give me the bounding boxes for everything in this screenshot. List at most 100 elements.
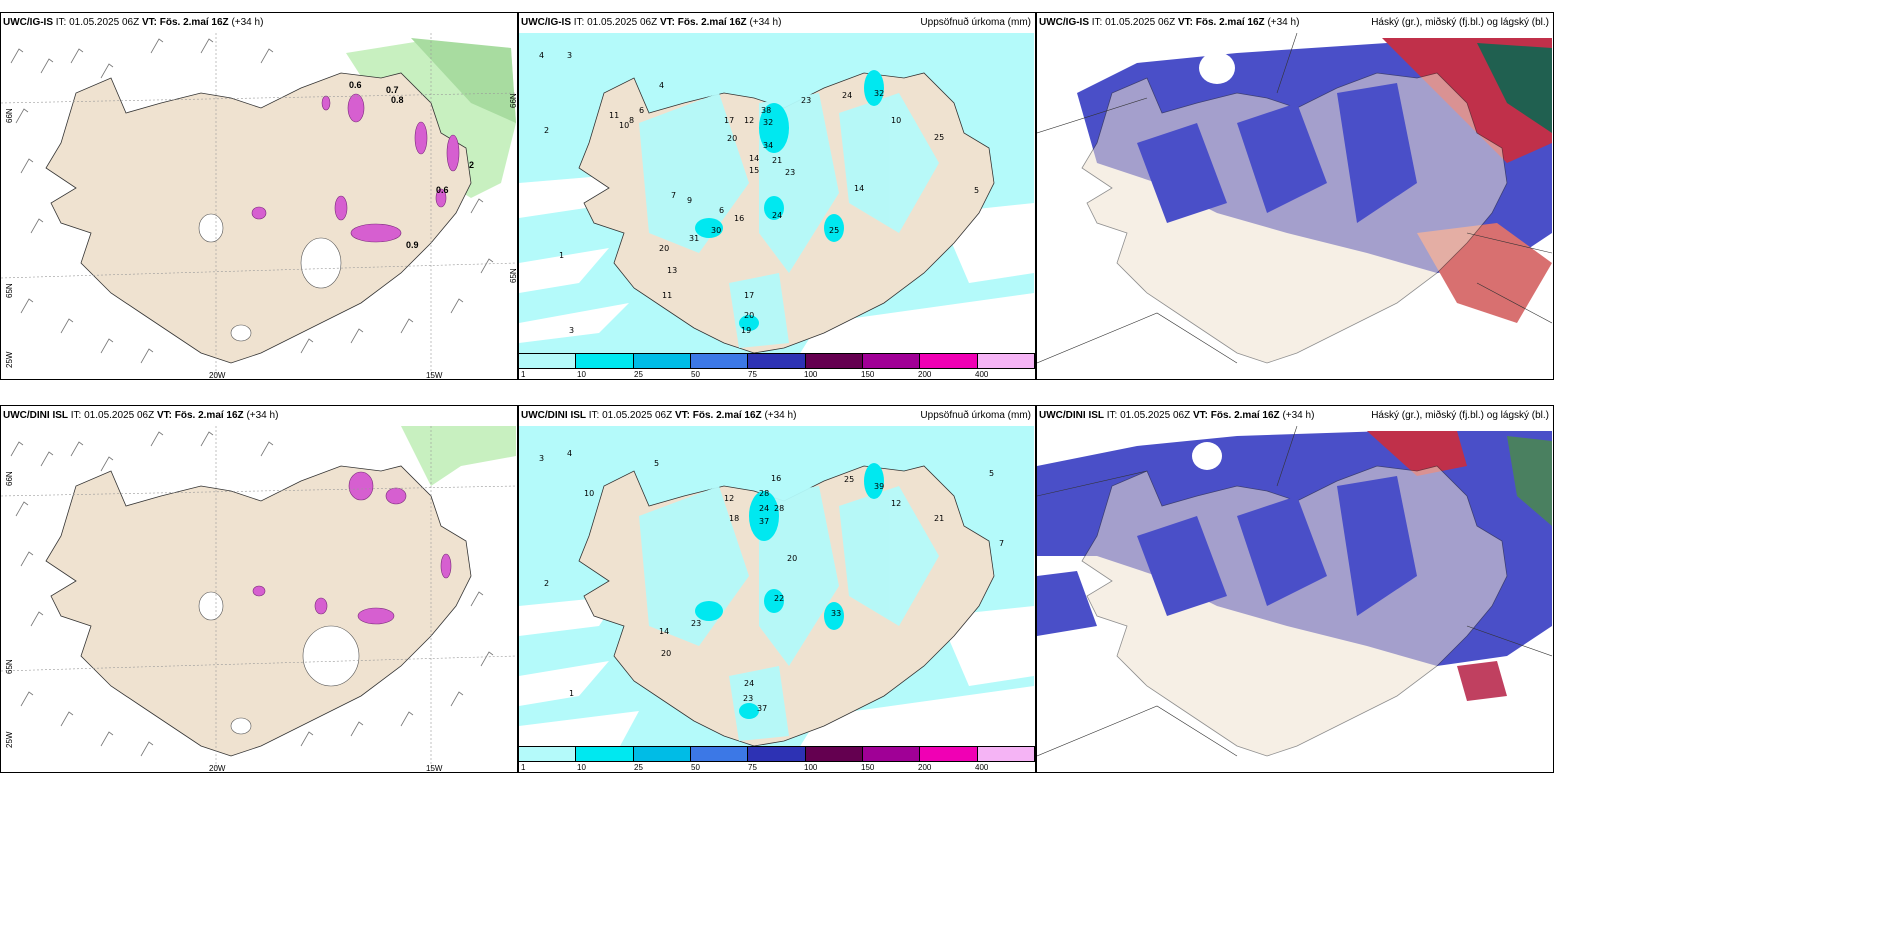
- svg-text:23: 23: [743, 694, 753, 703]
- svg-text:0.7: 0.7: [386, 85, 399, 95]
- svg-text:31: 31: [689, 234, 699, 243]
- colorbar-segment: [576, 747, 634, 761]
- svg-text:1: 1: [559, 251, 564, 260]
- svg-text:38: 38: [761, 106, 771, 115]
- svg-text:3: 3: [567, 51, 572, 60]
- lon-label: 20W: [209, 371, 226, 380]
- panel-header: UWC/DINI ISL IT: 01.05.2025 06Z VT: Fös.…: [521, 410, 797, 421]
- svg-text:14: 14: [854, 184, 864, 193]
- svg-text:0.6: 0.6: [349, 80, 362, 90]
- lat-label: 65N: [5, 659, 14, 674]
- svg-text:24: 24: [744, 679, 754, 688]
- svg-text:20: 20: [727, 134, 737, 143]
- svg-text:24: 24: [842, 91, 852, 100]
- svg-text:21: 21: [934, 514, 944, 523]
- svg-text:18: 18: [729, 514, 739, 523]
- cloud-map: [1037, 33, 1552, 378]
- svg-text:0.8: 0.8: [391, 95, 404, 105]
- svg-text:28: 28: [759, 489, 769, 498]
- lat-label: 65N: [509, 268, 518, 283]
- svg-text:28: 28: [774, 504, 784, 513]
- panel-cloud-top: UWC/IG-IS IT: 01.05.2025 06Z VT: Fös. 2.…: [1036, 12, 1554, 380]
- colorbar-segment: [977, 747, 1035, 761]
- svg-text:23: 23: [801, 96, 811, 105]
- lon-label: 15W: [426, 371, 443, 380]
- colorbar-segment: [576, 354, 634, 368]
- svg-text:4: 4: [539, 51, 544, 60]
- panel-wind-top: UWC/IG-IS IT: 01.05.2025 06Z VT: Fös. 2.…: [0, 12, 518, 380]
- colorbar-segment: [862, 747, 921, 761]
- svg-text:37: 37: [757, 704, 767, 713]
- colorbar-segment: [690, 354, 749, 368]
- svg-text:23: 23: [691, 619, 701, 628]
- lat-label: 66N: [5, 108, 14, 123]
- panel-precip-bottom: UWC/DINI ISL IT: 01.05.2025 06Z VT: Fös.…: [518, 405, 1036, 773]
- svg-text:15: 15: [749, 166, 759, 175]
- svg-text:21: 21: [772, 156, 782, 165]
- svg-text:32: 32: [874, 89, 884, 98]
- svg-text:17: 17: [744, 291, 754, 300]
- colorbar-segment: [920, 354, 978, 368]
- lon-label: 15W: [426, 764, 443, 773]
- colorbar-segment: [862, 354, 921, 368]
- svg-text:11: 11: [609, 111, 619, 120]
- svg-text:5: 5: [989, 469, 994, 478]
- green-precip-area: [401, 426, 516, 486]
- svg-text:2: 2: [469, 160, 474, 170]
- panel-header: UWC/IG-IS IT: 01.05.2025 06Z VT: Fös. 2.…: [1039, 17, 1300, 28]
- svg-text:13: 13: [667, 266, 677, 275]
- svg-text:14: 14: [659, 627, 669, 636]
- svg-text:7: 7: [999, 539, 1004, 548]
- svg-text:24: 24: [759, 504, 769, 513]
- precip-map: 3 4 5 10 12 18 28 24 37 28 16 20 25 39 1…: [519, 426, 1034, 748]
- colorbar-segment: [805, 747, 863, 761]
- svg-text:4: 4: [567, 449, 572, 458]
- svg-text:3: 3: [569, 326, 574, 335]
- svg-text:0.9: 0.9: [406, 240, 419, 250]
- panel-header: UWC/DINI ISL IT: 01.05.2025 06Z VT: Fös.…: [3, 410, 279, 421]
- colorbar-segment: [633, 354, 691, 368]
- svg-text:10: 10: [584, 489, 594, 498]
- svg-text:2: 2: [544, 126, 549, 135]
- panel-field-title: Háský (gr.), miðský (fj.bl.) og lágský (…: [1371, 410, 1549, 421]
- precip-map: 4 3 2 4 6 8 11 10 17 38 32 34 23 24 32 1…: [519, 33, 1034, 355]
- svg-text:32: 32: [763, 118, 773, 127]
- lat-label: 66N: [509, 93, 518, 108]
- panel-field-title: Háský (gr.), miðský (fj.bl.) og lágský (…: [1371, 17, 1549, 28]
- panel-header: UWC/DINI ISL IT: 01.05.2025 06Z VT: Fös.…: [1039, 410, 1315, 421]
- svg-text:20: 20: [787, 554, 797, 563]
- svg-text:4: 4: [659, 81, 664, 90]
- svg-text:6: 6: [719, 206, 724, 215]
- colorbar-segment: [519, 747, 577, 761]
- svg-text:34: 34: [763, 141, 773, 150]
- colorbar-segment: [519, 354, 577, 368]
- svg-text:12: 12: [744, 116, 754, 125]
- wind-map: [1, 426, 516, 771]
- svg-text:12: 12: [891, 499, 901, 508]
- colorbar-segment: [633, 747, 691, 761]
- lat-label: 65N: [5, 283, 14, 298]
- colorbar-segment: [977, 354, 1035, 368]
- svg-text:10: 10: [891, 116, 901, 125]
- svg-text:25: 25: [844, 475, 854, 484]
- wind-map: 0.6 0.7 0.8 0.9 0.6 2: [1, 33, 516, 378]
- iceland-land: [45, 465, 472, 757]
- svg-text:20: 20: [744, 311, 754, 320]
- svg-text:8: 8: [629, 116, 634, 125]
- svg-text:20: 20: [659, 244, 669, 253]
- svg-text:5: 5: [974, 186, 979, 195]
- colorbar-segment: [690, 747, 749, 761]
- svg-text:25: 25: [829, 226, 839, 235]
- lon-label: 25W: [5, 731, 14, 748]
- precip-colorbar: 1 10 25 50 75 100 150 200 400: [519, 353, 1035, 379]
- colorbar-segment: [748, 354, 806, 368]
- svg-text:39: 39: [874, 482, 884, 491]
- svg-text:3: 3: [539, 454, 544, 463]
- svg-text:37: 37: [759, 517, 769, 526]
- panel-wind-bottom: UWC/DINI ISL IT: 01.05.2025 06Z VT: Fös.…: [0, 405, 518, 773]
- svg-text:16: 16: [771, 474, 781, 483]
- svg-text:30: 30: [711, 226, 721, 235]
- svg-text:14: 14: [749, 154, 759, 163]
- panel-field-title: Uppsöfnuð úrkoma (mm): [920, 410, 1031, 421]
- svg-text:2: 2: [544, 579, 549, 588]
